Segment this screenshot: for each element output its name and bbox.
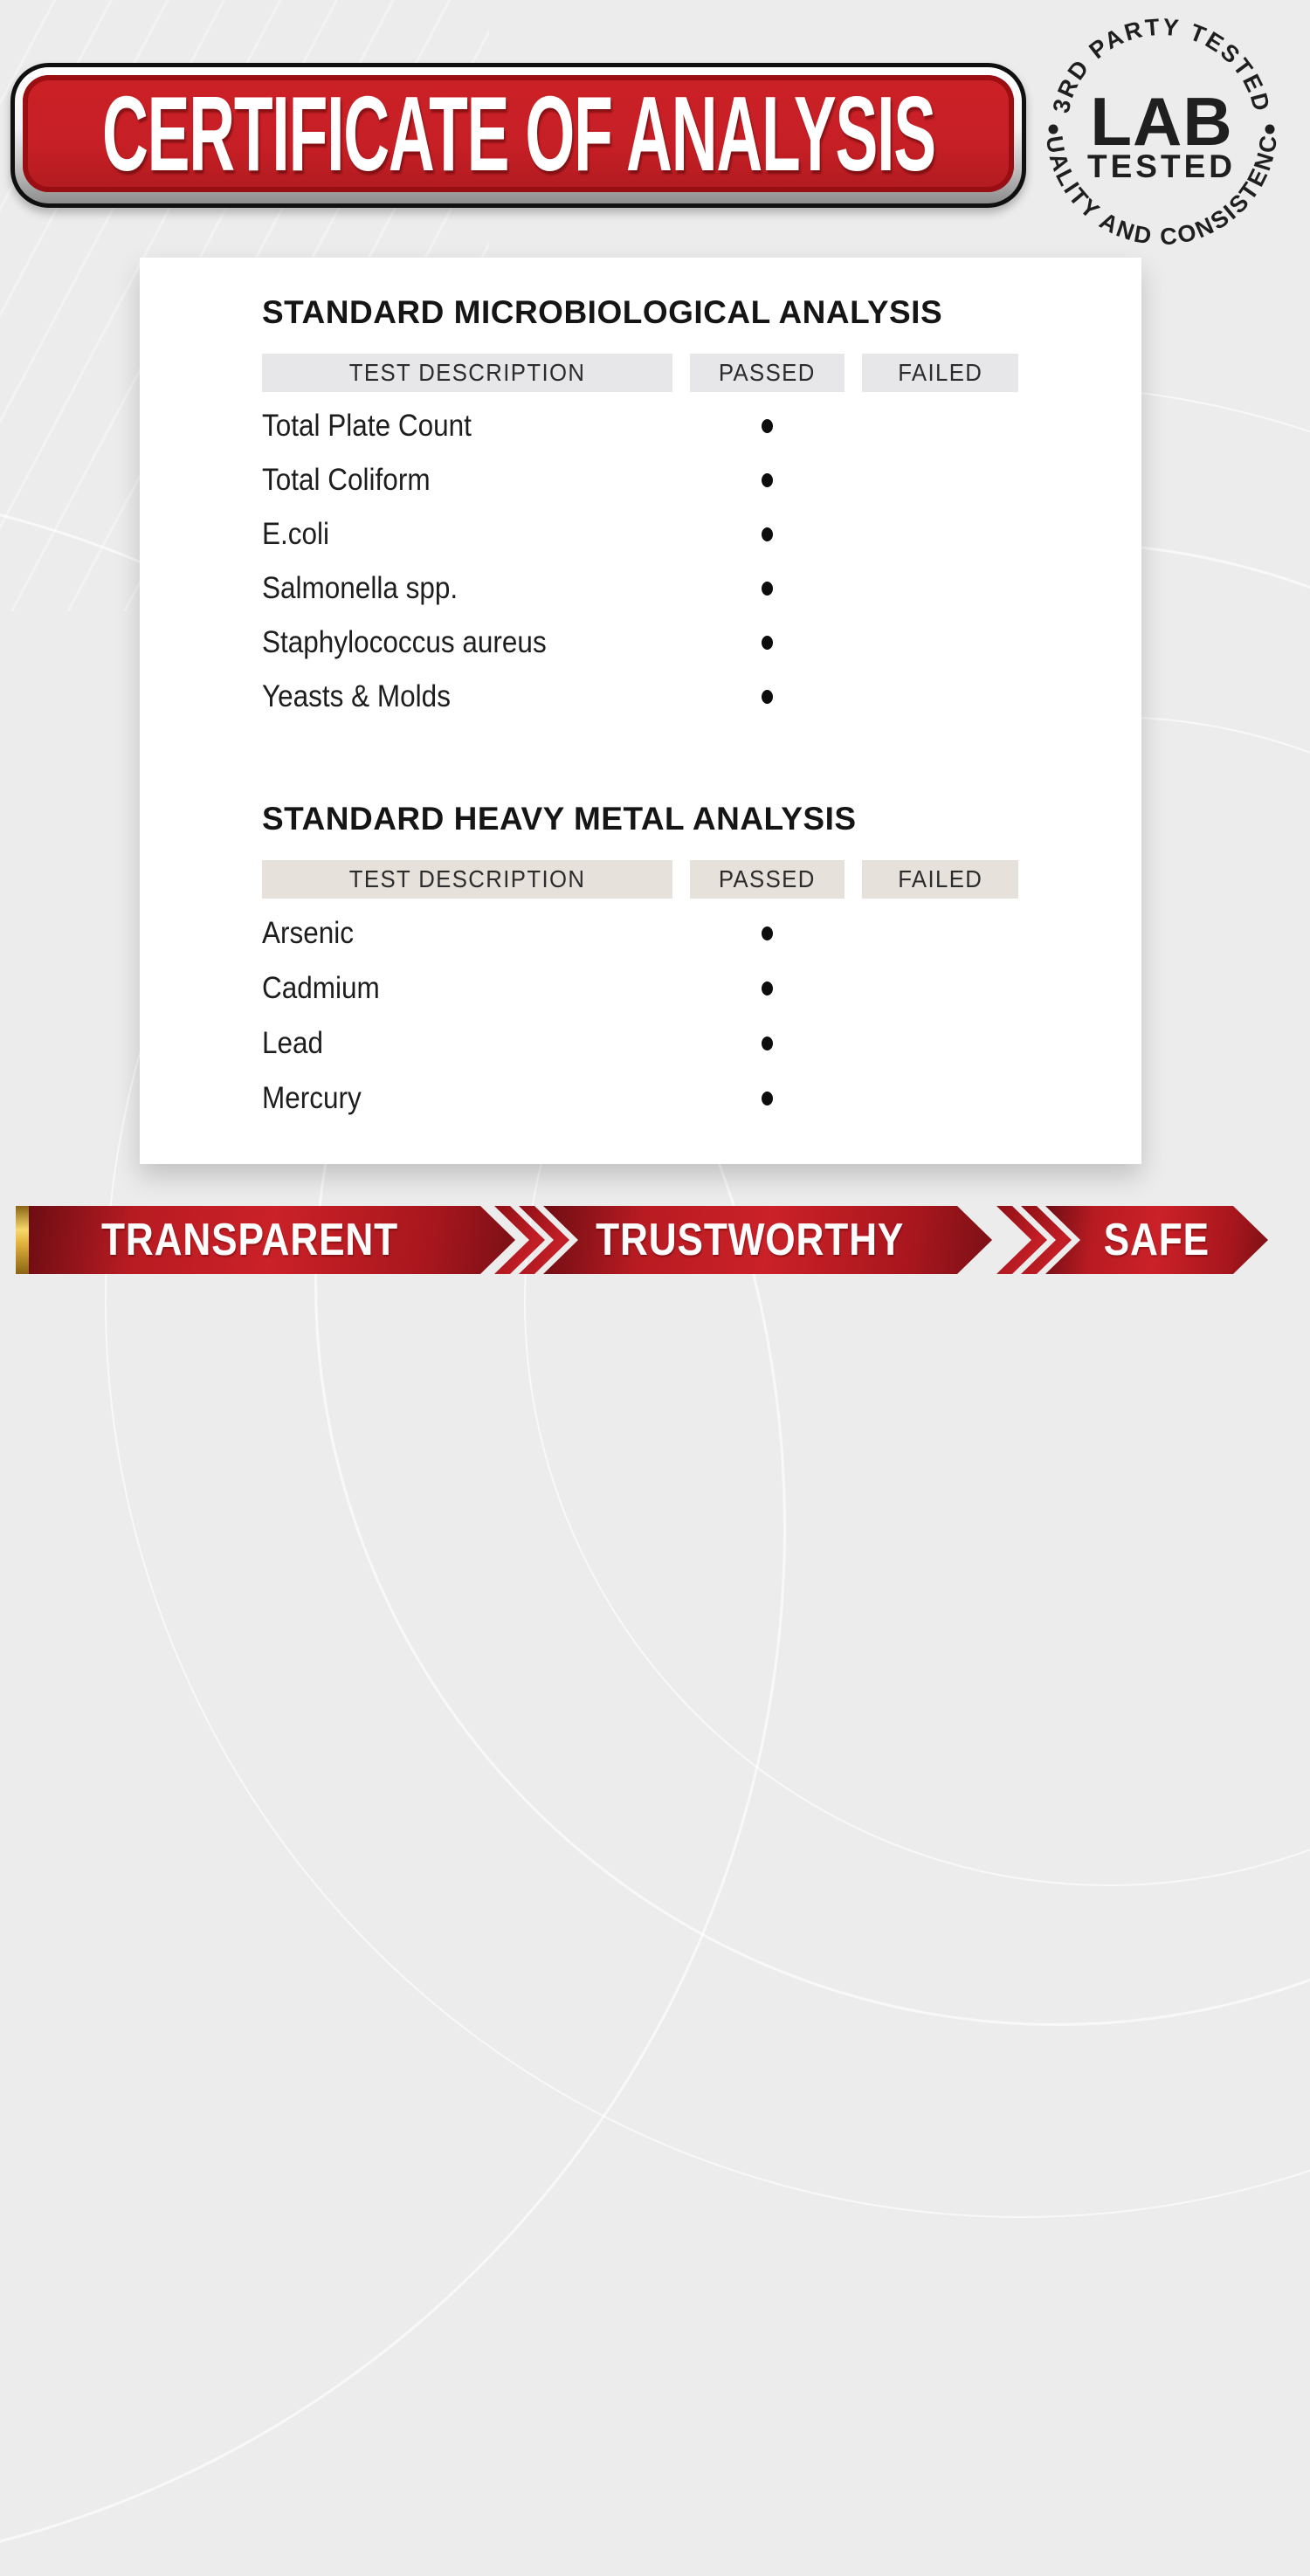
table-row: Salmonella spp. — [262, 561, 1019, 616]
test-name: Staphylococcus aureus — [262, 625, 547, 659]
passed-dot-icon — [762, 419, 773, 433]
table-row: Total Coliform — [262, 453, 1019, 507]
column-header-label: TEST DESCRIPTION — [348, 865, 586, 892]
passed-dot-icon — [762, 527, 773, 541]
column-header-failed: FAILED — [862, 860, 1018, 899]
passed-dot-icon — [762, 1091, 773, 1105]
column-header-label: PASSED — [719, 865, 816, 892]
table-row: Yeasts & Molds — [262, 670, 1019, 724]
passed-dot-icon — [762, 636, 773, 650]
lab-tested-badge: 3RD PARTY TESTED QUALITY AND CONSISTENCY… — [1031, 0, 1280, 250]
badge-lab-text: LAB — [1090, 83, 1232, 160]
footer-segment-trustworthy: TRUSTWORTHY — [543, 1206, 992, 1274]
column-header-label: PASSED — [719, 359, 816, 386]
table-row: Staphylococcus aureus — [262, 616, 1019, 670]
banner-red-face: CERTIFICATE OF ANALYSIS — [23, 75, 1014, 192]
section-title-heavy-metal: STANDARD HEAVY METAL ANALYSIS — [262, 801, 857, 837]
passed-dot-icon — [762, 981, 773, 995]
column-header-label: FAILED — [897, 865, 983, 892]
certificate-card: STANDARD MICROBIOLOGICAL ANALYSIS TEST D… — [140, 258, 1141, 1164]
table-header-row: TEST DESCRIPTION PASSED FAILED — [262, 354, 1019, 392]
footer-label: TRUSTWORTHY — [596, 1215, 905, 1265]
footer-segment-safe: SAFE — [1045, 1206, 1268, 1274]
table-row: Arsenic — [262, 906, 1019, 961]
page-title: CERTIFICATE OF ANALYSIS — [101, 74, 936, 193]
test-name: Total Coliform — [262, 463, 431, 497]
column-header-passed: PASSED — [690, 860, 845, 899]
passed-dot-icon — [762, 1036, 773, 1050]
test-name: E.coli — [262, 517, 330, 551]
table-row: Cadmium — [262, 961, 1019, 1016]
banner-metal-ring: CERTIFICATE OF ANALYSIS — [15, 67, 1022, 203]
test-name: Salmonella spp. — [262, 571, 458, 605]
heavy-metal-analysis-section: STANDARD HEAVY METAL ANALYSIS TEST DESCR… — [262, 801, 1019, 1126]
test-name: Yeasts & Molds — [262, 679, 451, 713]
footer-banner: TRANSPARENT TRUSTWORTHY SAFE — [0, 1206, 1310, 1274]
column-header-label: TEST DESCRIPTION — [348, 359, 586, 386]
test-name: Total Plate Count — [262, 409, 472, 443]
table-row: Mercury — [262, 1071, 1019, 1126]
passed-dot-icon — [762, 690, 773, 704]
certificate-banner: CERTIFICATE OF ANALYSIS — [10, 63, 1026, 208]
table-header-row: TEST DESCRIPTION PASSED FAILED — [262, 860, 1019, 899]
test-name: Cadmium — [262, 970, 380, 1005]
badge-left-dot-icon — [1048, 124, 1058, 134]
column-header-failed: FAILED — [862, 354, 1018, 392]
heavy-metal-table: TEST DESCRIPTION PASSED FAILED Arsenic C… — [262, 860, 1019, 1126]
table-row: Total Plate Count — [262, 399, 1019, 453]
gold-accent-strip — [16, 1206, 29, 1274]
column-header-label: FAILED — [897, 359, 983, 386]
test-name: Arsenic — [262, 915, 355, 950]
passed-dot-icon — [762, 473, 773, 487]
microbiological-analysis-section: STANDARD MICROBIOLOGICAL ANALYSIS TEST D… — [262, 294, 1019, 724]
badge-tested-text: TESTED — [1087, 148, 1236, 184]
footer-label: SAFE — [1103, 1215, 1210, 1265]
microbiological-table: TEST DESCRIPTION PASSED FAILED Total Pla… — [262, 354, 1019, 724]
passed-dot-icon — [762, 926, 773, 940]
test-name: Mercury — [262, 1080, 362, 1115]
column-header-test-description: TEST DESCRIPTION — [262, 354, 672, 392]
section-title-microbiological: STANDARD MICROBIOLOGICAL ANALYSIS — [262, 294, 943, 330]
footer-segment-transparent: TRANSPARENT — [29, 1206, 515, 1274]
table-row: Lead — [262, 1016, 1019, 1071]
test-name: Lead — [262, 1025, 324, 1060]
column-header-test-description: TEST DESCRIPTION — [262, 860, 672, 899]
passed-dot-icon — [762, 582, 773, 596]
column-header-passed: PASSED — [690, 354, 845, 392]
table-row: E.coli — [262, 507, 1019, 561]
badge-right-dot-icon — [1265, 124, 1275, 134]
footer-label: TRANSPARENT — [101, 1215, 399, 1265]
